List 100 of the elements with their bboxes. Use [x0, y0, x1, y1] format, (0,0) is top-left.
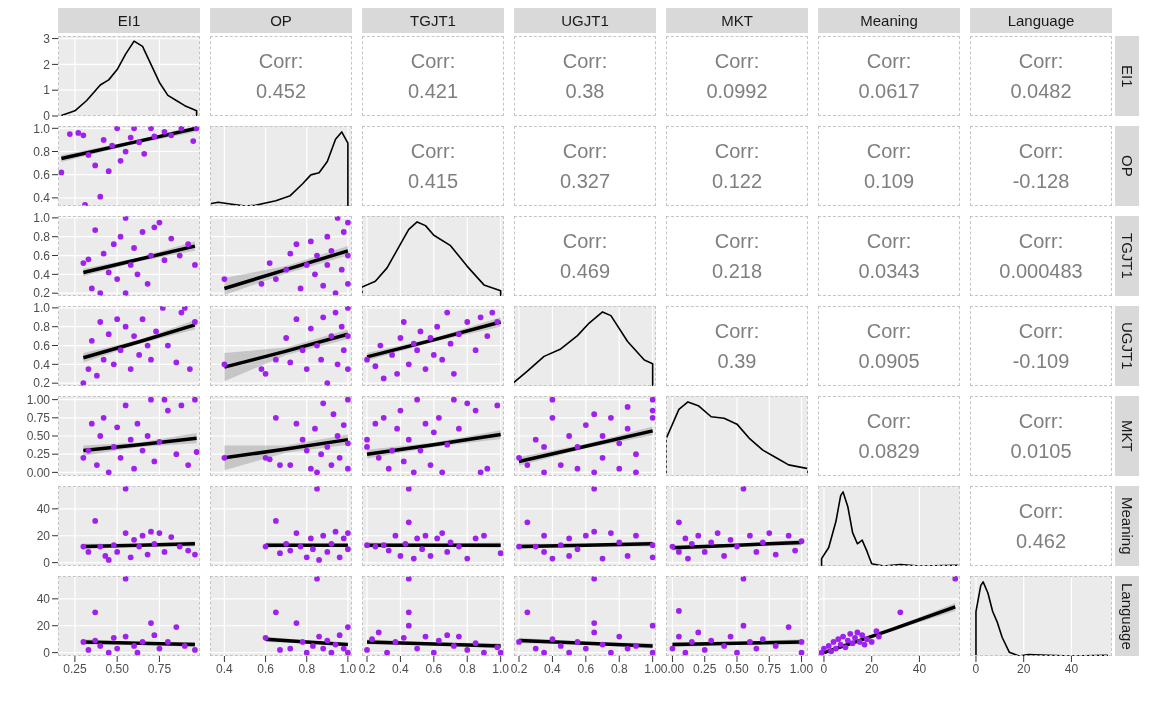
text: OP — [210, 8, 352, 33]
point — [307, 535, 314, 542]
point — [332, 528, 339, 535]
point — [345, 280, 351, 287]
text: Corr: — [1018, 139, 1064, 164]
text: EI1 — [1115, 36, 1139, 116]
point — [161, 257, 168, 264]
point — [489, 309, 496, 316]
point — [873, 628, 880, 634]
point — [148, 356, 154, 363]
point — [192, 319, 198, 325]
point — [168, 534, 175, 540]
point — [345, 624, 351, 630]
point — [828, 648, 834, 655]
text: 0.415 — [407, 169, 459, 194]
point — [148, 528, 154, 535]
point — [392, 639, 399, 645]
point — [161, 396, 168, 403]
point — [430, 352, 437, 358]
point — [336, 454, 343, 461]
point — [541, 444, 547, 450]
point — [427, 553, 434, 559]
text: Corr: — [714, 49, 760, 74]
point — [192, 647, 198, 653]
point — [283, 335, 290, 341]
text: 0.218 — [711, 259, 763, 284]
point — [451, 643, 457, 649]
point — [484, 465, 491, 472]
point — [524, 462, 531, 468]
point — [328, 247, 335, 254]
point — [287, 645, 294, 652]
point — [100, 414, 107, 421]
point — [861, 641, 868, 648]
point — [439, 469, 446, 476]
point — [444, 309, 451, 316]
point — [105, 331, 112, 338]
text: Corr: — [866, 139, 912, 164]
point — [380, 414, 387, 421]
point — [541, 649, 547, 656]
point — [258, 366, 265, 372]
text: Meaning — [1115, 486, 1139, 566]
point — [307, 325, 314, 332]
point — [334, 216, 341, 221]
text: UGJT1 — [1115, 306, 1139, 386]
point — [336, 554, 343, 561]
point — [92, 162, 99, 169]
point — [307, 465, 314, 472]
y-tick-label: 0 — [43, 555, 51, 570]
point — [464, 319, 471, 325]
x-tick-label: 1.0 — [492, 661, 510, 676]
point — [151, 632, 158, 639]
point — [272, 356, 279, 363]
point — [633, 451, 639, 458]
point — [856, 639, 863, 645]
point — [591, 576, 598, 582]
point — [772, 551, 779, 558]
point — [66, 131, 73, 137]
point — [397, 553, 404, 559]
y-tick-label: 20 — [36, 529, 51, 544]
point — [849, 640, 856, 647]
point — [695, 532, 702, 539]
text: Corr: — [714, 229, 760, 254]
point — [328, 649, 335, 656]
point — [97, 290, 104, 296]
point — [676, 519, 682, 526]
point — [759, 539, 766, 546]
point — [122, 323, 129, 330]
point — [88, 420, 95, 427]
point — [414, 396, 421, 403]
point — [792, 547, 798, 554]
point — [380, 542, 387, 549]
point — [566, 433, 573, 439]
point — [524, 519, 531, 526]
x-tick-label: 0.6 — [257, 661, 275, 676]
x-tick-label: 0.50 — [105, 661, 130, 676]
point — [345, 465, 351, 472]
point — [114, 316, 121, 323]
text: Corr: — [1018, 499, 1064, 524]
point — [80, 454, 87, 461]
point — [377, 342, 384, 349]
point — [85, 549, 92, 555]
y-tick-label: 1 — [43, 83, 51, 98]
point — [262, 543, 269, 550]
y-tick-label: 0.4 — [33, 191, 51, 206]
point — [435, 637, 442, 644]
x-tick-label: 20 — [865, 661, 879, 676]
point — [310, 546, 316, 553]
y-tick-label: 1.00 — [26, 392, 51, 407]
point — [557, 542, 564, 549]
point — [734, 649, 740, 656]
x-tick-label: 0.6 — [425, 661, 443, 676]
point — [97, 643, 104, 649]
point — [345, 306, 351, 311]
point — [303, 447, 310, 454]
point — [258, 280, 265, 287]
point — [110, 634, 117, 641]
point — [414, 535, 421, 542]
point — [109, 142, 115, 149]
point — [148, 396, 154, 403]
point — [721, 643, 727, 649]
